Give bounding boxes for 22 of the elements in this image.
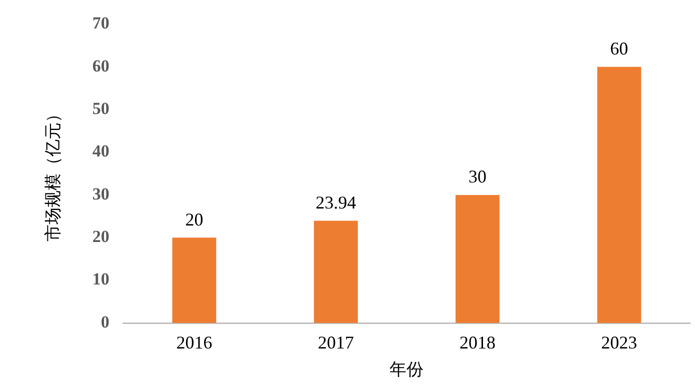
x-tick-label: 2018 [460,332,496,353]
y-tick-label: 10 [92,270,110,289]
x-tick-label: 2016 [176,332,212,353]
y-tick-label: 40 [92,142,110,161]
data-label: 20 [185,209,204,230]
data-label: 60 [610,38,628,59]
data-label: 30 [468,166,487,187]
x-tick-label: 2017 [318,332,354,353]
bar [456,194,500,323]
bar [172,238,216,323]
bar [314,220,358,323]
x-axis-title: 年份 [390,360,424,380]
y-tick-label: 70 [92,14,110,33]
y-axis-title: 市场规模（亿元） [44,106,64,242]
y-tick-label: 60 [92,56,110,76]
y-tick-label: 30 [92,184,110,204]
y-tick-label: 0 [100,312,110,332]
y-tick-label: 20 [92,227,110,246]
data-label: 23.94 [316,192,356,213]
bar [597,66,642,323]
y-tick-label: 50 [92,98,110,118]
x-tick-label: 2023 [601,332,638,353]
